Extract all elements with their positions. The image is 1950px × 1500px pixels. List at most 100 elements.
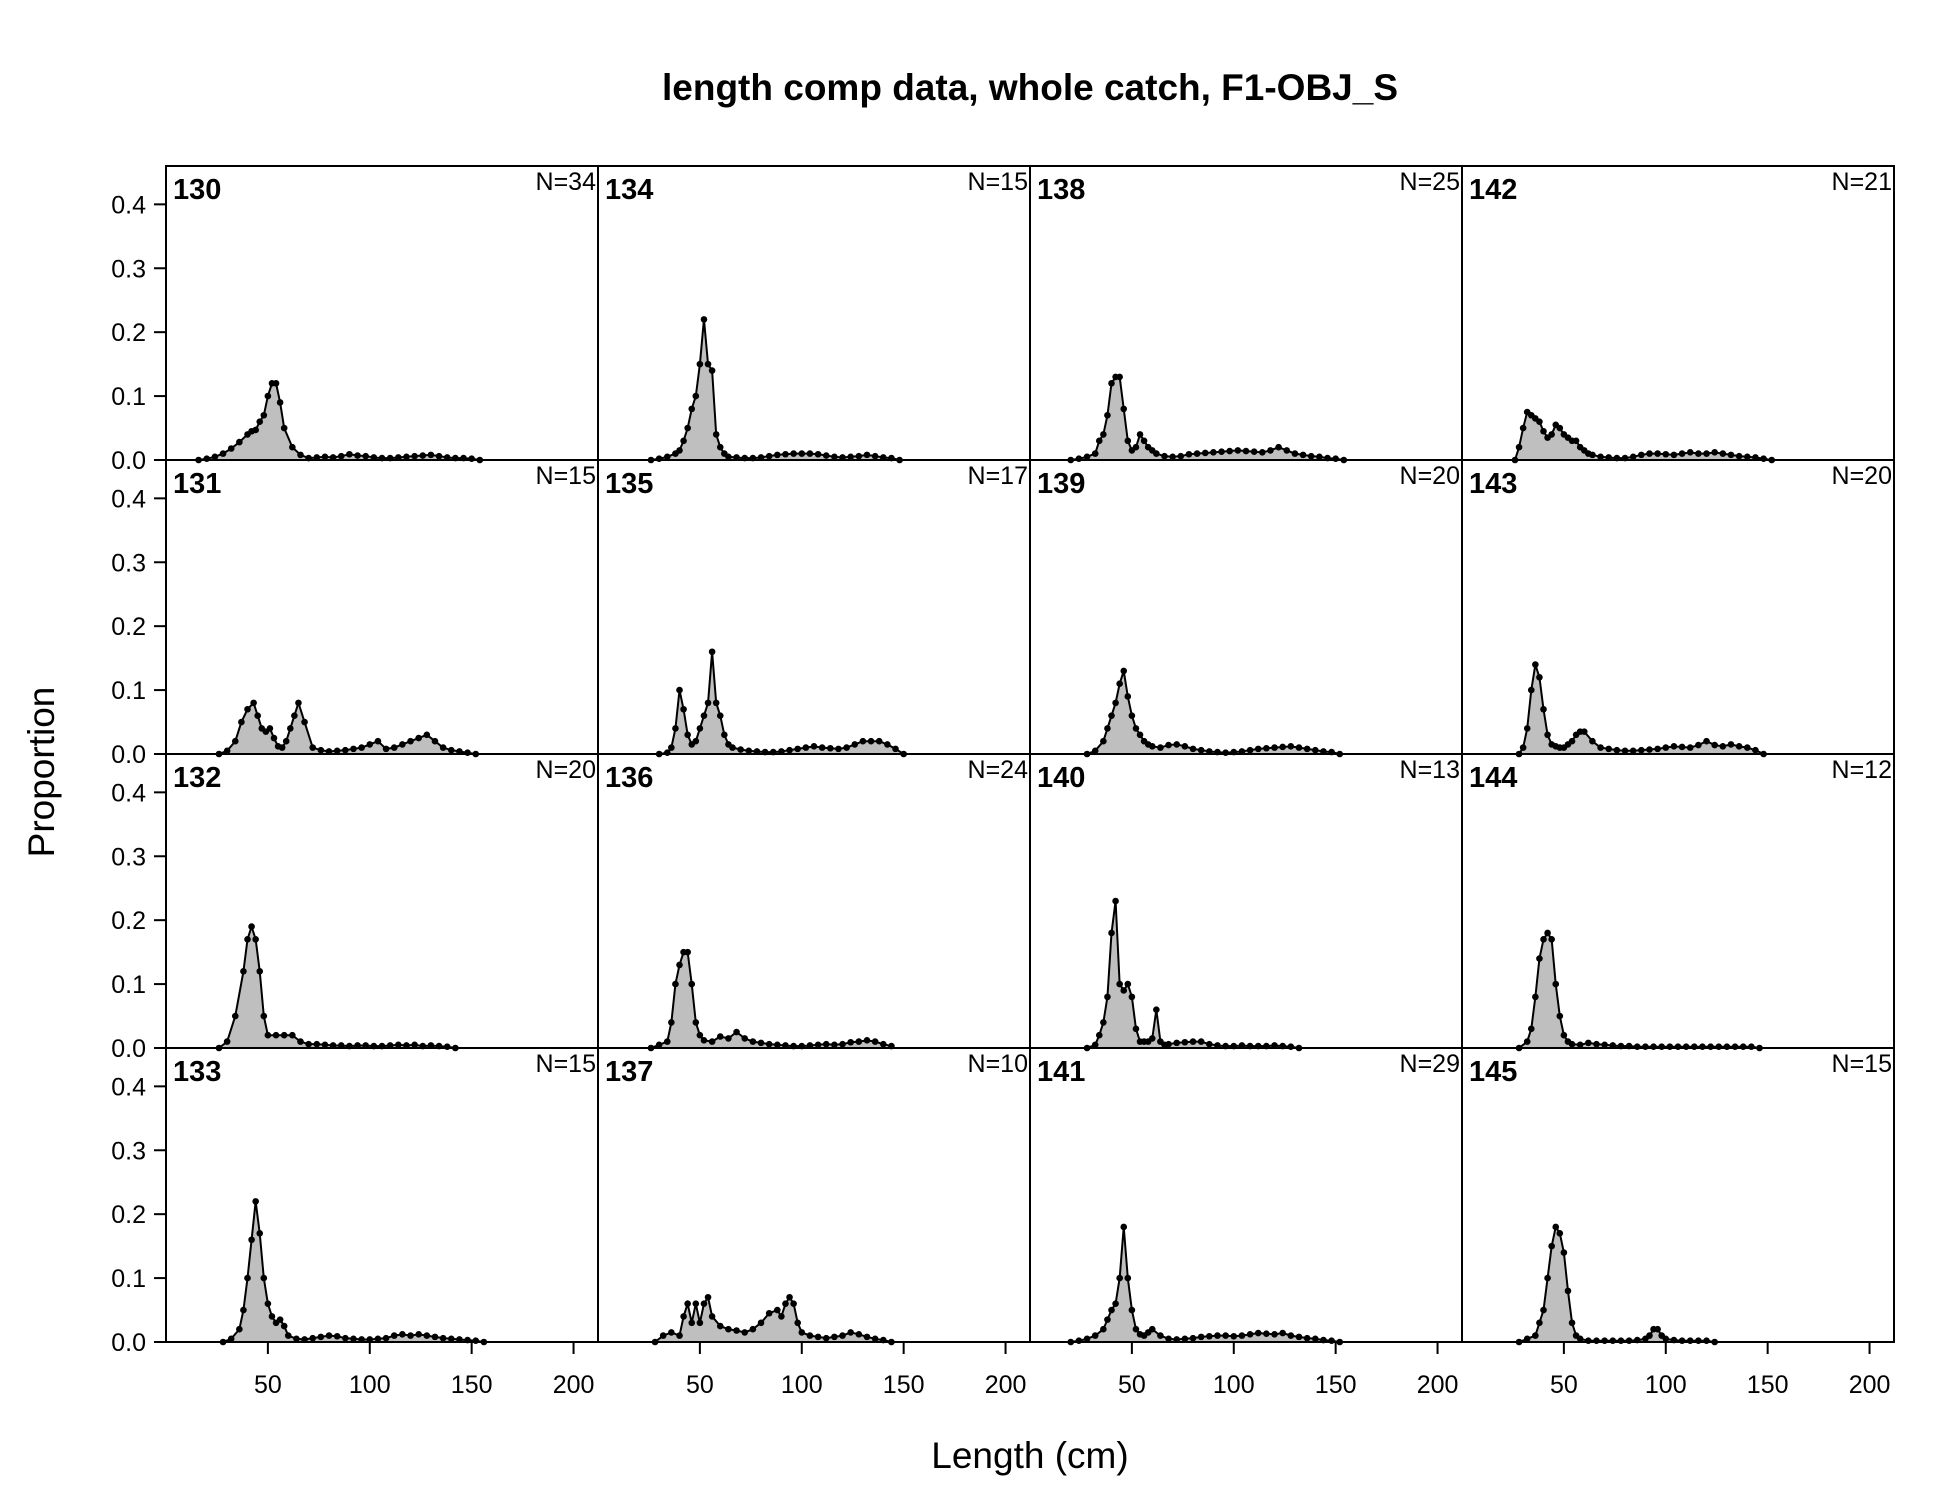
data-point [1686,449,1694,456]
data-point [692,1300,700,1307]
panel-132: 132 N=20 [165,753,599,1052]
data-point [256,968,264,975]
data-point [1735,452,1743,460]
data-point [1124,980,1132,988]
data-point [1316,453,1323,461]
data-point [468,455,475,463]
x-tick-label: 100 [1645,1371,1687,1399]
data-point [1686,1337,1694,1345]
data-point [358,744,365,751]
data-point [1104,725,1111,732]
data-point [818,744,826,751]
data-point [374,737,382,745]
data-point [680,437,687,445]
data-point [700,1300,708,1307]
data-point [1177,452,1185,460]
panel-label: 141 [1037,1056,1085,1088]
y-tick-label: 0.0 [111,447,146,475]
data-point [1646,746,1653,753]
data-point [721,731,728,739]
panel-136: 136 N=24 [597,753,1031,1052]
data-point [835,745,842,753]
data-point [382,745,390,753]
data-point [847,1329,854,1336]
data-point [231,1012,239,1020]
data-point [1153,1006,1160,1013]
y-tick-label: 0.4 [111,1073,146,1101]
panel-n-label: N=34 [536,168,597,196]
data-point [855,1331,863,1338]
data-point [1328,1337,1335,1345]
data-point [1536,674,1543,681]
data-point [1678,743,1686,751]
panel-label: 139 [1037,468,1085,500]
data-point [439,744,447,751]
data-point [1271,1331,1278,1338]
data-point [1095,437,1103,445]
data-point [696,1319,704,1327]
data-point [680,1313,687,1320]
data-point [280,1322,288,1330]
panel-140: 140 N=13 [1029,753,1463,1052]
data-point [1642,1043,1649,1051]
data-point [1307,452,1315,460]
data-point [342,746,349,754]
data-point [464,749,471,757]
data-point [266,725,274,732]
x-axis-title: Length (cm) [931,1435,1128,1476]
data-point [672,980,679,988]
data-point [1120,987,1128,994]
data-point [1165,741,1172,749]
panel-frame-139 [1029,459,1463,755]
data-point [676,961,683,969]
data-point [1695,1337,1702,1345]
data-point [704,1293,712,1301]
panel-133: 133 N=15 [165,1047,599,1346]
data-point [211,453,219,461]
data-point [822,1040,830,1048]
data-point [223,1038,231,1045]
data-point [244,936,251,943]
data-point [443,1043,451,1051]
data-point [765,1309,773,1317]
data-point [1540,936,1547,943]
x-tick-label: 150 [1315,1371,1357,1399]
data-point [1275,443,1282,451]
data-point [1638,746,1645,754]
data-point [1189,1334,1197,1342]
panel-area-130 [198,383,480,460]
data-point [696,360,704,368]
data-point [716,443,724,451]
data-point [765,452,773,460]
data-point [1218,448,1225,455]
panel-label: 142 [1469,174,1517,206]
data-point [688,980,696,988]
data-point [1605,745,1613,753]
data-point [1246,746,1254,754]
y-tick-label: 0.3 [111,843,146,871]
data-point [668,1329,675,1336]
data-point [1678,1337,1686,1345]
panel-138: 138 N=25 [1029,165,1463,464]
data-point [276,1316,284,1323]
data-point [317,746,325,754]
data-point [1283,447,1291,454]
y-tick-label: 0.0 [111,741,146,769]
data-point [1100,737,1107,745]
data-point [333,747,341,755]
x-tick-label: 200 [1417,1371,1459,1399]
data-point [1197,1038,1205,1045]
data-point [1148,1035,1156,1042]
data-point [1572,437,1580,445]
panel-label: 136 [605,762,653,794]
data-point [745,747,753,755]
data-point [668,1019,675,1026]
panel-frame-138 [1029,165,1463,461]
panel-frame-130 [165,165,599,461]
data-point [1303,1334,1311,1342]
data-point [435,452,443,460]
data-point [236,438,243,446]
data-point [203,455,211,463]
data-point [1091,747,1099,755]
data-point [411,1041,418,1049]
